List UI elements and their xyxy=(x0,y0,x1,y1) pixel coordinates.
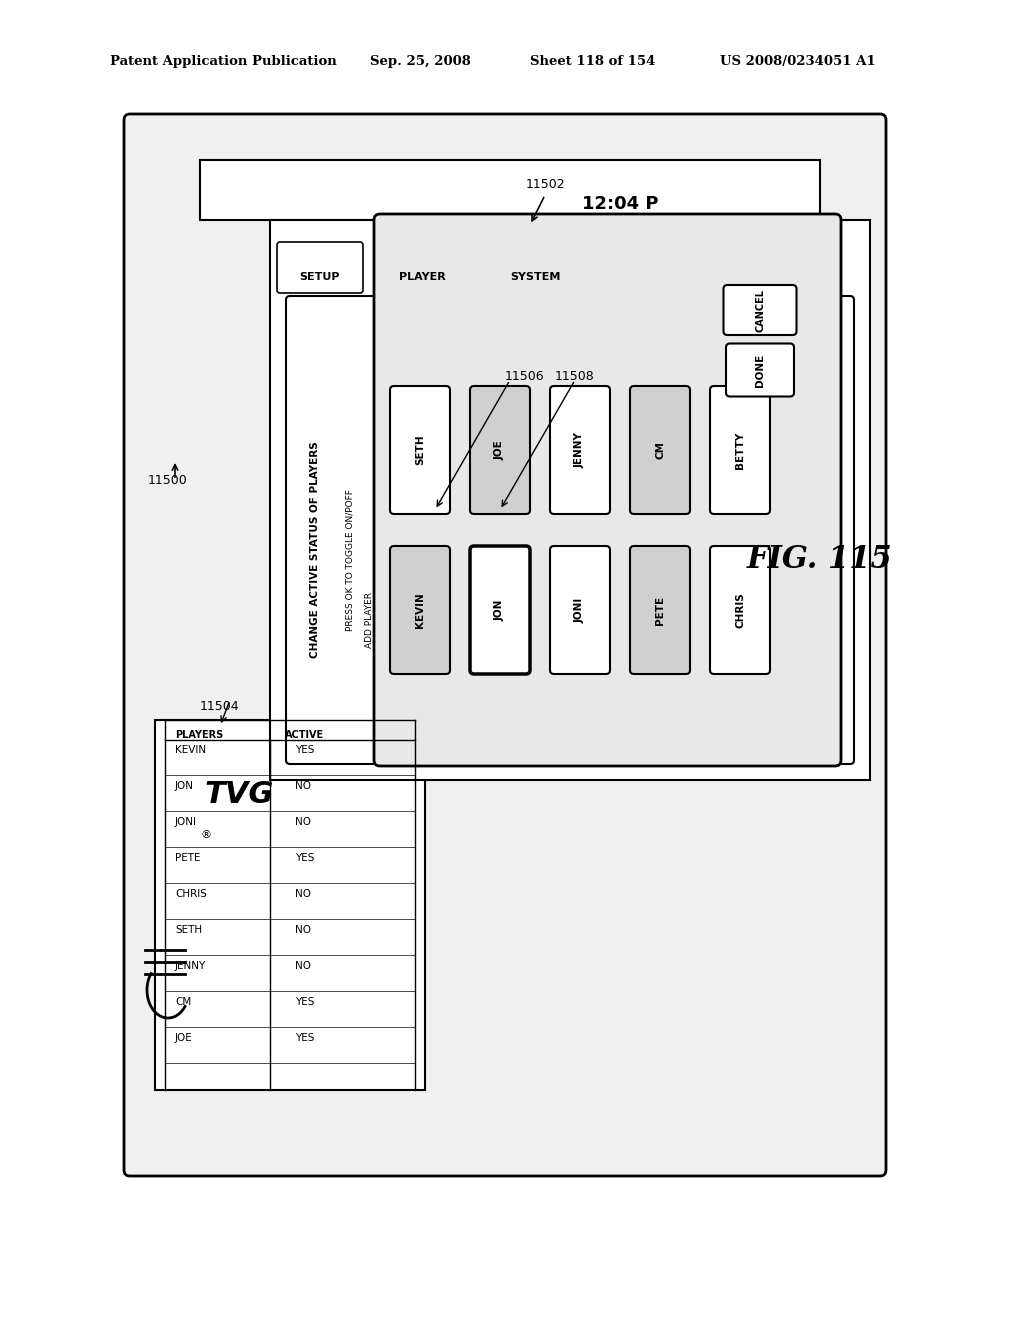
FancyBboxPatch shape xyxy=(270,220,870,780)
FancyBboxPatch shape xyxy=(470,385,530,513)
Text: CHRIS: CHRIS xyxy=(175,888,207,899)
FancyBboxPatch shape xyxy=(550,546,610,675)
Text: SETUP: SETUP xyxy=(300,272,340,282)
Text: SYSTEM: SYSTEM xyxy=(510,272,560,282)
FancyBboxPatch shape xyxy=(390,385,450,513)
Text: Sep. 25, 2008: Sep. 25, 2008 xyxy=(370,55,471,69)
Text: 11508: 11508 xyxy=(555,370,595,383)
Text: BETTY: BETTY xyxy=(735,432,745,469)
Text: 11506: 11506 xyxy=(505,370,545,383)
FancyBboxPatch shape xyxy=(630,546,690,675)
FancyBboxPatch shape xyxy=(278,242,362,293)
Text: NO: NO xyxy=(295,817,311,828)
Text: ®: ® xyxy=(200,830,211,840)
Text: SETH: SETH xyxy=(175,925,202,935)
Text: JONI: JONI xyxy=(575,598,585,623)
Text: JOE: JOE xyxy=(175,1034,193,1043)
Text: JONI: JONI xyxy=(175,817,197,828)
FancyBboxPatch shape xyxy=(726,343,794,396)
FancyBboxPatch shape xyxy=(470,546,530,675)
FancyBboxPatch shape xyxy=(710,546,770,675)
FancyBboxPatch shape xyxy=(286,296,854,764)
Text: PRESS OK TO TOGGLE ON/POFF: PRESS OK TO TOGGLE ON/POFF xyxy=(345,490,354,631)
FancyBboxPatch shape xyxy=(550,385,610,513)
FancyBboxPatch shape xyxy=(200,160,820,220)
FancyBboxPatch shape xyxy=(124,114,886,1176)
Text: CM: CM xyxy=(175,997,191,1007)
Text: US 2008/0234051 A1: US 2008/0234051 A1 xyxy=(720,55,876,69)
Text: 12:04 P: 12:04 P xyxy=(582,195,658,213)
Text: CHRIS: CHRIS xyxy=(735,593,745,628)
Text: CHANGE ACTIVE STATUS OF PLAYERS: CHANGE ACTIVE STATUS OF PLAYERS xyxy=(310,442,319,659)
Text: JENNY: JENNY xyxy=(575,432,585,467)
Text: PETE: PETE xyxy=(175,853,201,863)
Text: YES: YES xyxy=(295,997,314,1007)
Text: YES: YES xyxy=(295,744,314,755)
Text: 11504: 11504 xyxy=(200,700,240,713)
Text: KEVIN: KEVIN xyxy=(415,593,425,628)
Text: YES: YES xyxy=(295,1034,314,1043)
Text: JON: JON xyxy=(495,599,505,620)
Text: SETH: SETH xyxy=(415,434,425,466)
Text: CM: CM xyxy=(655,441,665,459)
FancyBboxPatch shape xyxy=(374,214,841,766)
FancyBboxPatch shape xyxy=(630,385,690,513)
Text: PLAYERS: PLAYERS xyxy=(175,730,223,741)
FancyBboxPatch shape xyxy=(390,546,450,675)
Text: ACTIVE: ACTIVE xyxy=(285,730,325,741)
Text: FIG. 115: FIG. 115 xyxy=(748,544,893,576)
Text: CANCEL: CANCEL xyxy=(755,289,765,331)
Text: JENNY: JENNY xyxy=(175,961,206,972)
Text: NO: NO xyxy=(295,961,311,972)
Text: Patent Application Publication: Patent Application Publication xyxy=(110,55,337,69)
Text: NO: NO xyxy=(295,888,311,899)
Text: TVG: TVG xyxy=(205,780,274,809)
Text: DONE: DONE xyxy=(755,354,765,387)
Text: 11502: 11502 xyxy=(525,178,565,191)
FancyBboxPatch shape xyxy=(724,285,797,335)
Text: JOE: JOE xyxy=(495,440,505,459)
Text: PLAYER: PLAYER xyxy=(399,272,445,282)
Text: NO: NO xyxy=(295,925,311,935)
FancyBboxPatch shape xyxy=(487,242,583,293)
Text: JON: JON xyxy=(175,781,194,791)
Text: KEVIN: KEVIN xyxy=(175,744,206,755)
Text: NO: NO xyxy=(295,781,311,791)
Text: 11500: 11500 xyxy=(148,474,187,487)
Text: ADD PLAYER: ADD PLAYER xyxy=(366,591,375,648)
Text: YES: YES xyxy=(295,853,314,863)
FancyBboxPatch shape xyxy=(710,385,770,513)
Text: PETE: PETE xyxy=(655,595,665,624)
FancyBboxPatch shape xyxy=(377,242,468,293)
FancyBboxPatch shape xyxy=(155,719,425,1090)
Text: Sheet 118 of 154: Sheet 118 of 154 xyxy=(530,55,655,69)
